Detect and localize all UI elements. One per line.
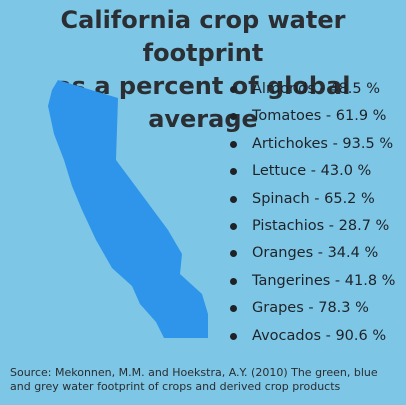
crop-item-artichokes: Artichokes - 93.5 % — [228, 133, 406, 160]
crop-item-almonds: Almonds - 48.5 % — [228, 78, 406, 105]
source-line-2: and grey water footprint of crops and de… — [10, 380, 341, 393]
crop-label: Almonds - 48.5 % — [252, 81, 381, 97]
crop-item-grapes: Grapes - 78.3 % — [228, 297, 406, 324]
crop-label: Tomatoes - 61.9 % — [252, 108, 387, 125]
bullet-icon — [230, 250, 237, 258]
bullet-icon — [230, 140, 237, 148]
title-line-1: California crop water footprint — [60, 6, 346, 67]
crop-label: Grapes - 78.3 % — [252, 300, 369, 317]
crop-label: Artichokes - 93.5 % — [252, 135, 394, 152]
crop-item-avocados: Avocados - 90.6 % — [228, 325, 406, 352]
california-map — [48, 80, 208, 338]
bullet-icon — [230, 277, 237, 285]
crop-label: Tangerines - 41.8 % — [252, 272, 396, 289]
bullet-icon — [230, 195, 237, 203]
bullet-icon — [230, 168, 237, 176]
source-note: Source: Mekonnen, M.M. and Hoekstra, A.Y… — [10, 366, 400, 394]
source-line-1: Source: Mekonnen, M.M. and Hoekstra, A.Y… — [10, 366, 378, 379]
crop-item-tomatoes: Tomatoes - 61.9 % — [228, 105, 406, 132]
bullet-icon — [230, 305, 237, 313]
crop-item-lettuce: Lettuce - 43.0 % — [228, 160, 406, 187]
california-shape — [48, 80, 208, 338]
chart-title: California crop water footprint as a per… — [0, 4, 406, 136]
crop-item-oranges: Oranges - 34.4 % — [228, 242, 406, 269]
crop-label: Avocados - 90.6 % — [252, 327, 387, 344]
bullet-icon — [230, 113, 237, 121]
bullet-icon — [230, 332, 237, 340]
crop-item-tangerines: Tangerines - 41.8 % — [228, 270, 406, 297]
crop-item-pistachios: Pistachios - 28.7 % — [228, 215, 406, 242]
crop-label: Lettuce - 43.0 % — [252, 163, 372, 180]
crop-item-spinach: Spinach - 65.2 % — [228, 188, 406, 215]
crop-label: Oranges - 34.4 % — [252, 245, 379, 262]
crop-list: Almonds - 48.5 % Tomatoes - 61.9 % Articho… — [228, 78, 406, 352]
crop-label: Pistachios - 28.7 % — [252, 217, 390, 234]
bullet-icon — [230, 222, 237, 230]
crop-label: Spinach - 65.2 % — [252, 190, 375, 207]
bullet-icon — [230, 86, 237, 93]
